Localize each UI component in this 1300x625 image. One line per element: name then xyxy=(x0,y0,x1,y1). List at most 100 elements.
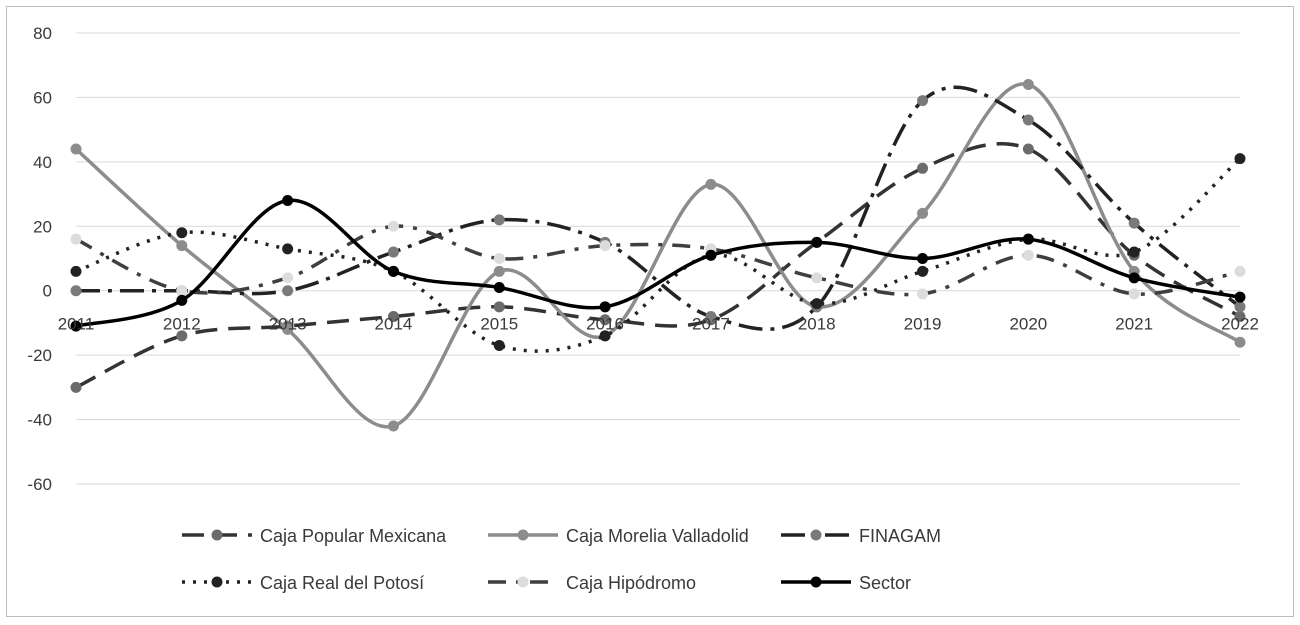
data-point xyxy=(493,301,505,313)
x-tick-label: 2016 xyxy=(586,315,624,334)
series-5 xyxy=(70,195,1246,332)
y-tick-label: -60 xyxy=(27,475,52,494)
legend-marker xyxy=(517,576,529,588)
data-point xyxy=(282,272,294,284)
data-point xyxy=(282,323,294,335)
data-point xyxy=(70,381,82,393)
x-tick-label: 2020 xyxy=(1009,315,1047,334)
data-point xyxy=(176,294,188,306)
y-tick-label: -40 xyxy=(27,411,52,430)
y-tick-label: 0 xyxy=(43,282,52,301)
data-point xyxy=(176,240,188,252)
legend-label: Caja Real del Potosí xyxy=(260,573,424,593)
data-point xyxy=(1022,114,1034,126)
series-line xyxy=(75,141,1241,389)
data-point xyxy=(599,240,611,252)
x-tick-label: 2013 xyxy=(269,315,307,334)
data-point xyxy=(282,285,294,297)
data-point xyxy=(70,143,82,155)
data-point xyxy=(917,265,929,277)
data-point xyxy=(917,95,929,107)
legend-item: Caja Morelia Valladolid xyxy=(488,526,749,546)
data-point xyxy=(705,249,717,261)
legend-marker xyxy=(517,529,529,541)
data-point xyxy=(493,281,505,293)
data-point xyxy=(1128,246,1140,258)
legend-marker xyxy=(211,529,223,541)
x-tick-label: 2017 xyxy=(692,315,730,334)
data-point xyxy=(1022,143,1034,155)
x-tick-label: 2018 xyxy=(798,315,836,334)
legend-item: Caja Hipódromo xyxy=(488,573,696,593)
data-point xyxy=(705,178,717,190)
data-point xyxy=(917,162,929,174)
legend-label: Sector xyxy=(859,573,911,593)
legend-label: FINAGAM xyxy=(859,526,941,546)
data-point xyxy=(282,243,294,255)
chart-frame xyxy=(6,6,1294,617)
data-point xyxy=(70,285,82,297)
data-point xyxy=(70,233,82,245)
series-4 xyxy=(70,220,1246,300)
data-point xyxy=(70,320,82,332)
x-tick-label: 2019 xyxy=(904,315,942,334)
data-point xyxy=(493,339,505,351)
data-point xyxy=(387,246,399,258)
legend-label: Caja Hipódromo xyxy=(566,573,696,593)
y-tick-label: 80 xyxy=(33,24,52,43)
data-point xyxy=(1234,310,1246,322)
data-point xyxy=(811,236,823,248)
legend: Caja Popular Mexicana Caja Morelia Vallad… xyxy=(182,526,941,593)
y-tick-label: 40 xyxy=(33,153,52,172)
x-tick-label: 2022 xyxy=(1221,315,1259,334)
data-point xyxy=(599,330,611,342)
data-point xyxy=(705,310,717,322)
y-axis: -60 -40 -20 0 20 40 60 80 xyxy=(27,24,52,494)
data-point xyxy=(917,253,929,264)
x-tick-label: 2015 xyxy=(480,315,518,334)
legend-item: FINAGAM xyxy=(781,526,941,546)
x-tick-label: 2021 xyxy=(1115,315,1153,334)
data-point xyxy=(599,301,611,313)
data-point xyxy=(387,265,399,277)
data-point xyxy=(387,220,399,232)
legend-marker xyxy=(810,529,822,541)
series-line xyxy=(74,82,1241,429)
legend-marker xyxy=(211,576,223,588)
y-tick-label: 60 xyxy=(33,88,52,107)
y-tick-label: 20 xyxy=(33,217,52,236)
x-tick-label: 2014 xyxy=(375,315,413,334)
data-point xyxy=(70,265,82,277)
y-tick-label: -20 xyxy=(27,346,52,365)
data-point xyxy=(493,265,505,277)
data-point xyxy=(387,310,399,322)
legend-label: Caja Popular Mexicana xyxy=(260,526,447,546)
legend-label: Caja Morelia Valladolid xyxy=(566,526,749,546)
data-point xyxy=(493,214,505,226)
data-point xyxy=(1022,79,1034,91)
data-point xyxy=(493,253,505,264)
data-point xyxy=(1234,336,1246,348)
data-point xyxy=(387,420,399,432)
x-axis: 2011 2012 2013 2014 2015 2016 2017 2018 2019 2020… xyxy=(58,315,1259,334)
x-tick-label: 2011 xyxy=(58,315,95,334)
data-point xyxy=(811,298,823,310)
grid-lines xyxy=(76,32,1240,485)
data-point xyxy=(1128,217,1140,229)
legend-marker xyxy=(810,576,822,588)
data-point xyxy=(1234,291,1246,303)
series-line xyxy=(76,85,1242,331)
series-1 xyxy=(70,79,1246,432)
data-point xyxy=(1234,153,1246,165)
data-point xyxy=(176,285,188,297)
data-point xyxy=(1234,265,1246,277)
series-2 xyxy=(70,85,1246,331)
data-point xyxy=(811,272,823,284)
data-point xyxy=(176,227,188,239)
data-point xyxy=(917,207,929,219)
data-point xyxy=(1022,233,1034,245)
data-point xyxy=(917,288,929,300)
series-layer xyxy=(70,79,1246,432)
series-line xyxy=(75,198,1241,328)
